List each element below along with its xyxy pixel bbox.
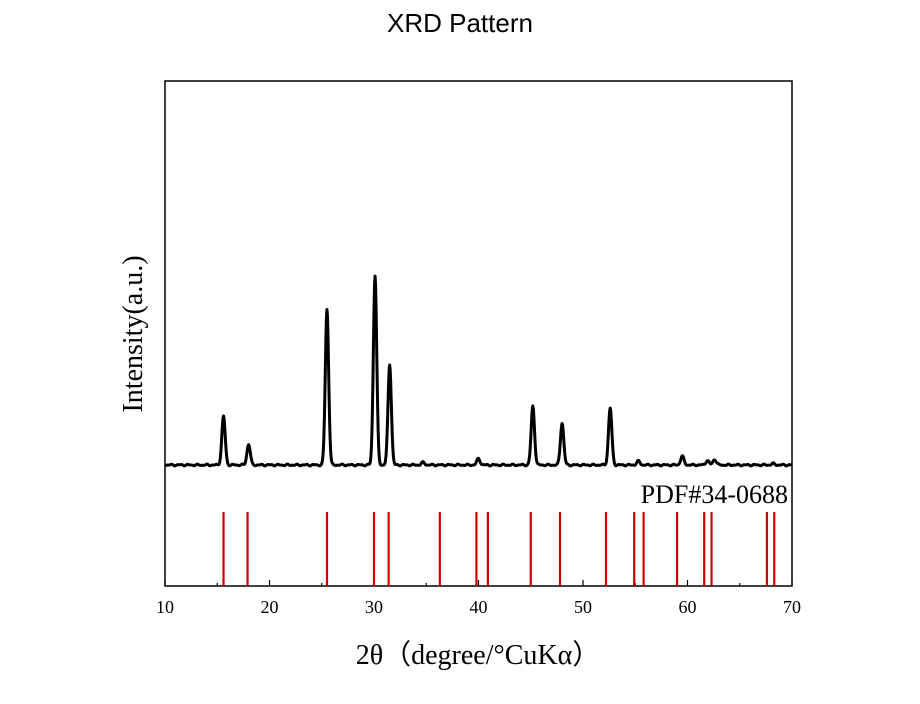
x-tick-label: 30: [365, 597, 383, 617]
x-tick-label: 20: [261, 597, 279, 617]
x-tick-label: 40: [470, 597, 488, 617]
xrd-pattern-line: [164, 274, 793, 468]
x-axis-ticks: 10 20 30 40 50 60 70: [156, 580, 801, 617]
x-tick-label: 50: [574, 597, 592, 617]
plot-frame: [164, 80, 793, 587]
y-axis-label: Intensity(a.u.): [118, 255, 149, 412]
chart-title: XRD Pattern: [387, 8, 533, 38]
reference-label: PDF#34-0688: [641, 480, 788, 509]
reference-sticks: [222, 512, 776, 586]
x-tick-label: 60: [679, 597, 697, 617]
x-tick-label: 10: [156, 597, 174, 617]
x-axis-label: 2θ（degree/°CuKα）: [356, 639, 601, 671]
x-tick-label: 70: [783, 597, 801, 617]
